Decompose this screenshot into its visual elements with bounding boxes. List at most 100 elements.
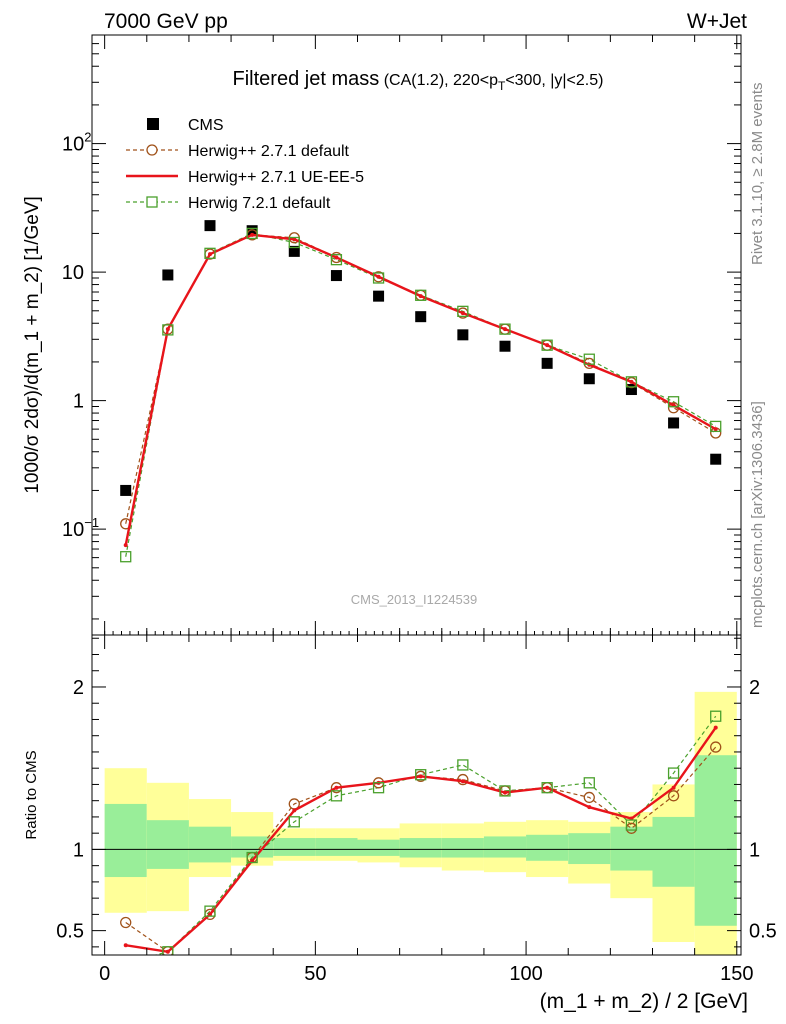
point-herwig-7-2-1-default: [710, 420, 722, 433]
plot-title-sub: (CA(1.2), 220<p: [384, 72, 498, 89]
point-herwig-2-7-1-ue-ee-5: [460, 311, 465, 316]
ratio-point-herwig-7-2-1-default: [288, 816, 300, 828]
band-green: [146, 820, 189, 869]
main-ytick-label: 10: [62, 262, 84, 284]
point-herwig-2-7-1-ue-ee-5: [713, 427, 718, 432]
ratio-point-herwig-7-2-1-default: [710, 710, 722, 722]
ratio-point-herwig-7-2-1-default: [204, 905, 216, 917]
ratio-ytick-label-right: 0.5: [749, 921, 777, 943]
legend-marker-cms: [147, 118, 159, 130]
legend-label-herwig-7-2-1-default: Herwig 7.2.1 default: [188, 195, 331, 212]
xtick-label: 0: [99, 963, 110, 985]
ratio-point-herwig-7-2-1-default: [372, 782, 385, 794]
main-ytick-label: 1: [73, 391, 84, 413]
ratio-point-herwig-2-7-1-ue-ee-5: [165, 949, 170, 954]
band-green: [652, 816, 695, 887]
band-green: [694, 755, 737, 926]
ratio-axes: 0.5 0.5 1 1 2 2 0 50 100 150: [56, 635, 777, 985]
ratio-ytick-label-right: 1: [749, 839, 760, 861]
ratio-bands: [92, 691, 741, 955]
band-green: [483, 836, 527, 858]
main-ytick-label: 10−1: [62, 515, 99, 541]
ratio-ytick-label-left: 2: [73, 677, 84, 699]
point-cms: [162, 269, 174, 281]
legend-marker-herwig-7-2-1-default: [146, 196, 158, 208]
plot-title-sub-rest: <300, |y|<2.5): [505, 72, 603, 89]
band-green: [104, 803, 147, 878]
band-green: [188, 826, 232, 863]
legend-label-herwig-2-7-1-ue-ee-5: Herwig++ 2.7.1 UE-EE-5: [188, 169, 364, 186]
xtick-label: 50: [304, 963, 326, 985]
point-cms: [246, 225, 258, 237]
point-cms: [625, 384, 637, 396]
ratio-point-herwig-2-7-1-ue-ee-5: [587, 805, 592, 810]
band-green: [231, 836, 274, 858]
ratio-point-herwig-2-7-1-default: [667, 790, 680, 802]
ratio-series-group: [120, 710, 722, 968]
point-cms: [415, 311, 427, 323]
ratio-ytick-label-right: 2: [749, 677, 760, 699]
point-herwig-7-2-1-default: [541, 339, 553, 351]
point-herwig-7-2-1-default: [120, 551, 132, 563]
ratio-point-herwig-2-7-1-ue-ee-5: [292, 808, 297, 813]
ratio-ylabel: Ratio to CMS: [23, 750, 40, 839]
ratio-point-herwig-2-7-1-ue-ee-5: [208, 912, 212, 917]
point-herwig-2-7-1-ue-ee-5: [250, 232, 255, 237]
point-cms: [120, 484, 132, 496]
point-cms: [541, 357, 553, 369]
band-green: [273, 838, 316, 856]
point-herwig-7-2-1-default: [499, 323, 511, 335]
point-herwig-7-2-1-default: [457, 305, 469, 318]
ratio-point-herwig-7-2-1-default: [330, 790, 343, 802]
ratio-point-herwig-2-7-1-default: [120, 916, 132, 929]
point-cms: [373, 290, 385, 302]
point-herwig-2-7-1-ue-ee-5: [165, 327, 170, 332]
legend-label-herwig-2-7-1-default: Herwig++ 2.7.1 default: [188, 143, 350, 160]
point-herwig-7-2-1-default: [162, 324, 174, 336]
point-herwig-2-7-1-ue-ee-5: [376, 274, 381, 279]
point-herwig-7-2-1-default: [372, 272, 385, 284]
ratio-point-herwig-7-2-1-default: [246, 851, 258, 864]
point-herwig-2-7-1-ue-ee-5: [418, 294, 423, 299]
ratio-point-herwig-2-7-1-ue-ee-5: [460, 779, 465, 784]
ratio-point-herwig-2-7-1-default: [710, 741, 722, 753]
ratio-point-herwig-7-2-1-default: [121, 958, 131, 968]
ratio-point-herwig-2-7-1-ue-ee-5: [334, 785, 339, 790]
point-herwig-7-2-1-default: [288, 236, 300, 249]
point-herwig-2-7-1-ue-ee-5: [123, 543, 128, 548]
ratio-point-herwig-2-7-1-ue-ee-5: [503, 790, 507, 795]
ratio-point-herwig-2-7-1-ue-ee-5: [418, 774, 423, 779]
point-cms: [288, 245, 300, 257]
band-green: [399, 838, 442, 858]
point-cms: [499, 340, 511, 352]
legend-label-cms: CMS: [188, 117, 224, 134]
band-green: [315, 838, 358, 856]
main-ylabel: 1000/σ 2dσ)/d(m_1 + m_2) [1/GeV]: [22, 196, 43, 494]
point-herwig-2-7-1-ue-ee-5: [208, 252, 212, 257]
ratio-point-herwig-7-2-1-default: [499, 785, 511, 797]
ratio-point-herwig-2-7-1-ue-ee-5: [123, 943, 128, 948]
point-herwig-2-7-1-ue-ee-5: [334, 255, 339, 260]
point-herwig-7-2-1-default: [204, 247, 216, 259]
ratio-point-herwig-2-7-1-ue-ee-5: [545, 785, 550, 790]
header-right: W+Jet: [687, 10, 747, 33]
mcplots-label: mcplots.cern.ch [arXiv:1306.3436]: [749, 401, 766, 628]
band-green: [357, 839, 400, 856]
legend: CMS Herwig++ 2.7.1 default Herwig++ 2.7.1 …: [126, 117, 364, 212]
main-ytick-label: 102: [62, 130, 91, 156]
point-herwig-7-2-1-default: [667, 396, 680, 408]
rivet-label: Rivet 3.1.10, ≥ 2.8M events: [749, 83, 766, 266]
band-green: [526, 834, 569, 861]
point-cms: [668, 417, 680, 429]
point-cms: [710, 453, 722, 465]
band-green: [568, 833, 611, 865]
point-herwig-7-2-1-default: [625, 376, 638, 388]
watermark: CMS_2013_I1224539: [351, 592, 478, 607]
ratio-point-herwig-7-2-1-default: [162, 946, 174, 955]
xtick-label: 150: [720, 963, 753, 985]
ratio-ytick-label-left: 1: [73, 839, 84, 861]
point-herwig-7-2-1-default: [330, 254, 343, 266]
point-herwig-2-7-1-ue-ee-5: [503, 327, 507, 332]
ratio-point-herwig-7-2-1-default: [667, 767, 680, 779]
